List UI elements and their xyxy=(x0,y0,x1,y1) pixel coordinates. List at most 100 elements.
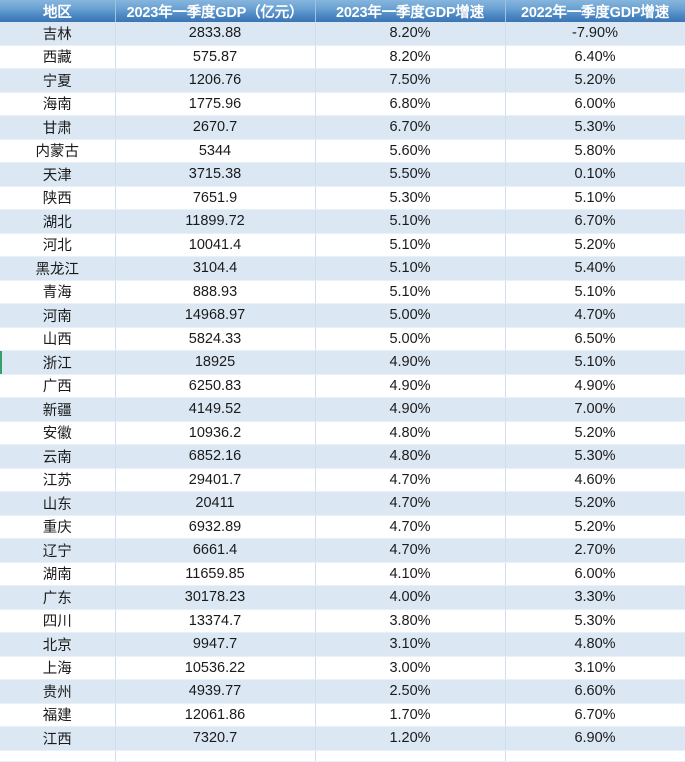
table-row[interactable]: 河南 14968.97 5.00% 4.70% xyxy=(0,303,685,328)
cell-gdp-value: 6661.4 xyxy=(115,538,316,563)
cell-gdp-value: 11659.85 xyxy=(115,562,316,586)
table-row[interactable]: 重庆 6932.89 4.70% 5.20% xyxy=(0,515,685,539)
cell-gdp-value: 7320.7 xyxy=(115,726,316,751)
table-row[interactable]: 安徽 10936.2 4.80% 5.20% xyxy=(0,421,685,445)
cell-region: 北京 xyxy=(0,632,116,657)
table-row[interactable]: 黑龙江 3104.4 5.10% 5.40% xyxy=(0,256,685,281)
cell-gdp-value: 6932.89 xyxy=(115,515,316,539)
cell-growth-2023: 6.70% xyxy=(315,115,506,140)
cell-region: 四川 xyxy=(0,609,116,633)
cell-region: 广西 xyxy=(0,374,116,398)
cell-region: 贵州 xyxy=(0,679,116,704)
cell-gdp-value: 1775.96 xyxy=(115,92,316,116)
cell-growth-2023: 5.10% xyxy=(315,280,506,304)
table-row[interactable]: 四川 13374.7 3.80% 5.30% xyxy=(0,609,685,633)
cell-region: 黑龙江 xyxy=(0,256,116,281)
cell-gdp-value: 10536.22 xyxy=(115,656,316,680)
cell-growth-2022: 5.20% xyxy=(505,233,685,257)
cell-region: 湖北 xyxy=(0,209,116,234)
cell-growth-2022: 6.50% xyxy=(505,327,685,351)
cell-growth-2022: 5.20% xyxy=(505,421,685,445)
cell-region: 宁夏 xyxy=(0,68,116,93)
cell-region: 内蒙古 xyxy=(0,139,116,163)
table-row[interactable]: 云南 6852.16 4.80% 5.30% xyxy=(0,444,685,469)
cell-growth-2023: 4.70% xyxy=(315,515,506,539)
cell-growth-2022: 5.30% xyxy=(505,115,685,140)
cell-gdp-value: 10936.2 xyxy=(115,421,316,445)
cell-growth-2023: 5.10% xyxy=(315,233,506,257)
cell-region: 福建 xyxy=(0,703,116,727)
table-row[interactable]: 贵州 4939.77 2.50% 6.60% xyxy=(0,679,685,704)
cell-growth-2022: 3.10% xyxy=(505,656,685,680)
table-header: 地区 2023年一季度GDP（亿元） 2023年一季度GDP增速 2022年一季… xyxy=(0,0,685,22)
table-row[interactable]: 陕西 7651.9 5.30% 5.10% xyxy=(0,186,685,210)
cell-growth-2022: 5.20% xyxy=(505,491,685,516)
table-header-row: 地区 2023年一季度GDP（亿元） 2023年一季度GDP增速 2022年一季… xyxy=(0,0,685,22)
table-row[interactable]: 西藏 575.87 8.20% 6.40% xyxy=(0,45,685,69)
table-row[interactable]: 甘肃 2670.7 6.70% 5.30% xyxy=(0,115,685,140)
column-header-growth-2023[interactable]: 2023年一季度GDP增速 xyxy=(315,0,506,22)
table-row[interactable]: 江西 7320.7 1.20% 6.90% xyxy=(0,726,685,751)
table-row[interactable]: 宁夏 1206.76 7.50% 5.20% xyxy=(0,68,685,93)
cell-growth-2022: 6.00% xyxy=(505,92,685,116)
cell-gdp-value: 14968.97 xyxy=(115,303,316,328)
column-header-growth-2022[interactable]: 2022年一季度GDP增速 xyxy=(505,0,685,22)
cell-growth-2023: 3.10% xyxy=(315,632,506,657)
table-row[interactable]: 福建 12061.86 1.70% 6.70% xyxy=(0,703,685,727)
cell-growth-2023: 5.30% xyxy=(315,186,506,210)
cell-growth-2022: 6.60% xyxy=(505,679,685,704)
table-row[interactable]: 青海 888.93 5.10% 5.10% xyxy=(0,280,685,304)
cell-growth-2022: 5.20% xyxy=(505,68,685,93)
cell-growth-2023: 5.00% xyxy=(315,327,506,351)
cell-growth-2022: 6.70% xyxy=(505,703,685,727)
cell-gdp-value: 11899.72 xyxy=(115,209,316,234)
table-row[interactable]: 上海 10536.22 3.00% 3.10% xyxy=(0,656,685,680)
table-row[interactable]: 湖北 11899.72 5.10% 6.70% xyxy=(0,209,685,234)
cell-gdp-value: 6852.16 xyxy=(115,444,316,469)
cell-growth-2023: 4.10% xyxy=(315,562,506,586)
cell-growth-2023: 4.70% xyxy=(315,491,506,516)
table-row[interactable]: 江苏 29401.7 4.70% 4.60% xyxy=(0,468,685,492)
table-row[interactable]: 吉林 2833.88 8.20% -7.90% xyxy=(0,22,685,46)
table-row[interactable]: 北京 9947.7 3.10% 4.80% xyxy=(0,632,685,657)
table-row[interactable]: 海南 1775.96 6.80% 6.00% xyxy=(0,92,685,116)
cell-gdp-value: 3715.38 xyxy=(115,162,316,187)
cell-growth-2023: 4.80% xyxy=(315,421,506,445)
table-row-partial xyxy=(0,750,685,762)
cell-region: 上海 xyxy=(0,656,116,680)
table-row[interactable]: 广东 30178.23 4.00% 3.30% xyxy=(0,585,685,610)
cell-growth-2023: 3.80% xyxy=(315,609,506,633)
table-cell-empty xyxy=(315,750,506,762)
cell-region: 湖南 xyxy=(0,562,116,586)
table-row[interactable]: 天津 3715.38 5.50% 0.10% xyxy=(0,162,685,187)
cell-growth-2023: 4.00% xyxy=(315,585,506,610)
column-header-gdp-2023[interactable]: 2023年一季度GDP（亿元） xyxy=(115,0,316,22)
cell-growth-2023: 4.90% xyxy=(315,374,506,398)
cell-region: 山西 xyxy=(0,327,116,351)
table-row[interactable]: 山西 5824.33 5.00% 6.50% xyxy=(0,327,685,351)
cell-region: 河南 xyxy=(0,303,116,328)
cell-region: 辽宁 xyxy=(0,538,116,563)
table-row[interactable]: 湖南 11659.85 4.10% 6.00% xyxy=(0,562,685,586)
cell-region: 陕西 xyxy=(0,186,116,210)
cell-growth-2022: 5.80% xyxy=(505,139,685,163)
cell-region: 河北 xyxy=(0,233,116,257)
cell-growth-2023: 5.60% xyxy=(315,139,506,163)
table-cell-empty xyxy=(115,750,316,762)
cell-gdp-value: 10041.4 xyxy=(115,233,316,257)
column-header-region[interactable]: 地区 xyxy=(0,0,116,22)
cell-growth-2022: 6.70% xyxy=(505,209,685,234)
cell-growth-2022: 6.00% xyxy=(505,562,685,586)
table-row[interactable]: 新疆 4149.52 4.90% 7.00% xyxy=(0,397,685,422)
cell-growth-2023: 4.70% xyxy=(315,538,506,563)
table-row[interactable]: 辽宁 6661.4 4.70% 2.70% xyxy=(0,538,685,563)
cell-region: 西藏 xyxy=(0,45,116,69)
table-row[interactable]: 广西 6250.83 4.90% 4.90% xyxy=(0,374,685,398)
table-row[interactable]: 浙江 18925 4.90% 5.10% xyxy=(0,350,685,375)
table-row[interactable]: 河北 10041.4 5.10% 5.20% xyxy=(0,233,685,257)
table-row[interactable]: 山东 20411 4.70% 5.20% xyxy=(0,491,685,516)
table-row[interactable]: 内蒙古 5344 5.60% 5.80% xyxy=(0,139,685,163)
cell-gdp-value: 1206.76 xyxy=(115,68,316,93)
cell-growth-2023: 4.90% xyxy=(315,397,506,422)
